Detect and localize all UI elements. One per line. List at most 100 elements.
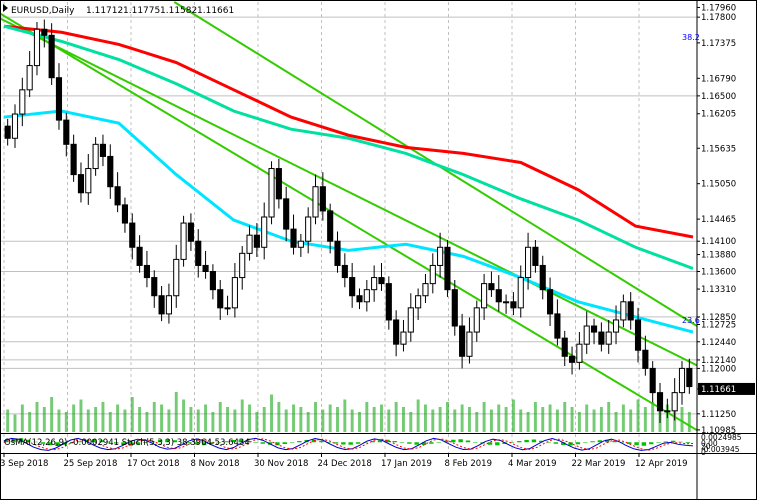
- osma-bar: [179, 441, 185, 443]
- volume-bar: [20, 404, 24, 432]
- candle-body: [356, 295, 363, 303]
- price-candle: [671, 378, 678, 421]
- candle-body: [114, 186, 121, 206]
- price-candle: [253, 223, 260, 257]
- price-candle: [129, 213, 136, 260]
- volume-bar: [555, 409, 559, 432]
- osma-bar: [11, 438, 16, 443]
- price-axis-label: 1.14465: [701, 215, 736, 225]
- osma-bar: [326, 442, 331, 443]
- candle-body: [525, 246, 532, 279]
- volume-bar: [665, 404, 669, 432]
- osma-bar: [106, 441, 112, 443]
- osma-bar: [113, 442, 119, 444]
- osma-bar: [223, 441, 229, 443]
- price-candle: [612, 305, 620, 345]
- candle-body: [620, 301, 627, 321]
- candle-body: [627, 301, 634, 321]
- osma-bar: [641, 442, 647, 446]
- candle-body: [554, 313, 561, 339]
- volume-bar: [233, 409, 237, 432]
- volume-bar: [292, 404, 295, 432]
- price-axis-label: 1.16790: [701, 74, 736, 84]
- volume-bar: [248, 404, 252, 432]
- price-candle: [143, 250, 150, 288]
- volume-bar: [86, 409, 90, 432]
- volume-bar: [519, 409, 523, 432]
- volume-bar: [394, 402, 398, 432]
- time-axis-label: 8 Nov 2018: [191, 459, 240, 469]
- volume-bar: [387, 409, 391, 432]
- price-candle: [246, 225, 253, 261]
- candle-body: [598, 331, 605, 345]
- volume-bars: [6, 392, 691, 432]
- candle-body: [253, 234, 260, 248]
- osma-bar: [77, 441, 82, 443]
- candle-body: [363, 289, 370, 303]
- price-axis-label: 1.16205: [701, 110, 736, 120]
- volume-bar: [636, 399, 640, 432]
- volume-bar: [372, 407, 376, 432]
- candle-body: [583, 325, 590, 345]
- fib-label-23-6: 23.6: [682, 316, 700, 325]
- price-candle: [136, 235, 143, 273]
- candle-body: [305, 216, 312, 242]
- price-candle: [165, 283, 172, 324]
- price-candle: [77, 162, 85, 203]
- candle-body: [327, 210, 334, 242]
- fib-label-38-2: 38.2: [682, 33, 700, 42]
- osma-bar: [253, 442, 258, 443]
- osma-bar: [597, 440, 603, 443]
- volume-bar: [160, 404, 164, 432]
- candle-body: [400, 331, 407, 345]
- candle-body: [481, 283, 488, 309]
- time-axis-label: 8 Feb 2019: [445, 459, 493, 469]
- candle-body: [656, 392, 664, 412]
- price-axis-label: 1.13600: [701, 268, 736, 278]
- volume-bar: [13, 414, 17, 432]
- price-candle: [195, 229, 202, 278]
- price-candle: [187, 213, 194, 251]
- price-candle: [407, 293, 414, 342]
- price-candle: [686, 358, 693, 394]
- candle-body: [129, 222, 136, 248]
- volume-bar: [211, 412, 215, 432]
- candle-body: [612, 319, 620, 333]
- price-axis-label: 1.15635: [701, 144, 736, 154]
- candle-body: [180, 222, 187, 260]
- osma-bar: [443, 440, 449, 443]
- osma-bar: [194, 442, 199, 445]
- price-candle: [481, 273, 488, 320]
- volume-bar: [240, 399, 244, 432]
- price-candle: [4, 118, 11, 146]
- price-candle: [261, 202, 268, 260]
- price-candle: [92, 137, 99, 176]
- osma-bar: [297, 441, 302, 443]
- price-candle: [656, 382, 664, 423]
- price-candle: [634, 307, 642, 363]
- osma-bar: [685, 442, 691, 443]
- price-candle: [429, 253, 436, 294]
- price-candle: [561, 330, 568, 366]
- volume-bar: [504, 407, 508, 432]
- volume-bar: [570, 407, 574, 432]
- price-candle: [173, 244, 180, 308]
- price-candle: [466, 317, 473, 364]
- candle-body: [517, 277, 524, 309]
- price-candle: [598, 322, 605, 352]
- current-price-label: 1.11661: [701, 385, 736, 395]
- volume-bar: [57, 409, 61, 432]
- oscillator-panel: [3, 437, 694, 451]
- price-candle: [312, 174, 319, 225]
- osma-bar: [333, 442, 339, 444]
- candle-body: [407, 307, 414, 333]
- candle-body: [385, 283, 392, 321]
- osma-bar: [429, 442, 434, 444]
- volume-bar: [336, 407, 339, 432]
- price-candle: [334, 231, 341, 273]
- osma-bar: [40, 442, 46, 444]
- candle-body: [510, 301, 517, 309]
- osma-bar: [414, 442, 419, 445]
- volume-bar: [72, 404, 76, 432]
